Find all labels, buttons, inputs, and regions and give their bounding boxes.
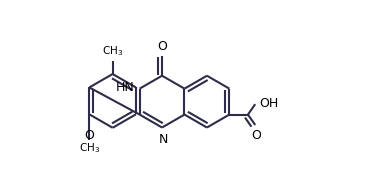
Text: OH: OH [259,97,279,110]
Text: O: O [84,128,94,142]
Text: CH$_3$: CH$_3$ [102,45,123,58]
Text: CH$_3$: CH$_3$ [79,141,100,155]
Text: HN: HN [116,81,135,94]
Text: N: N [158,133,168,146]
Text: O: O [251,129,261,142]
Text: O: O [157,40,167,53]
